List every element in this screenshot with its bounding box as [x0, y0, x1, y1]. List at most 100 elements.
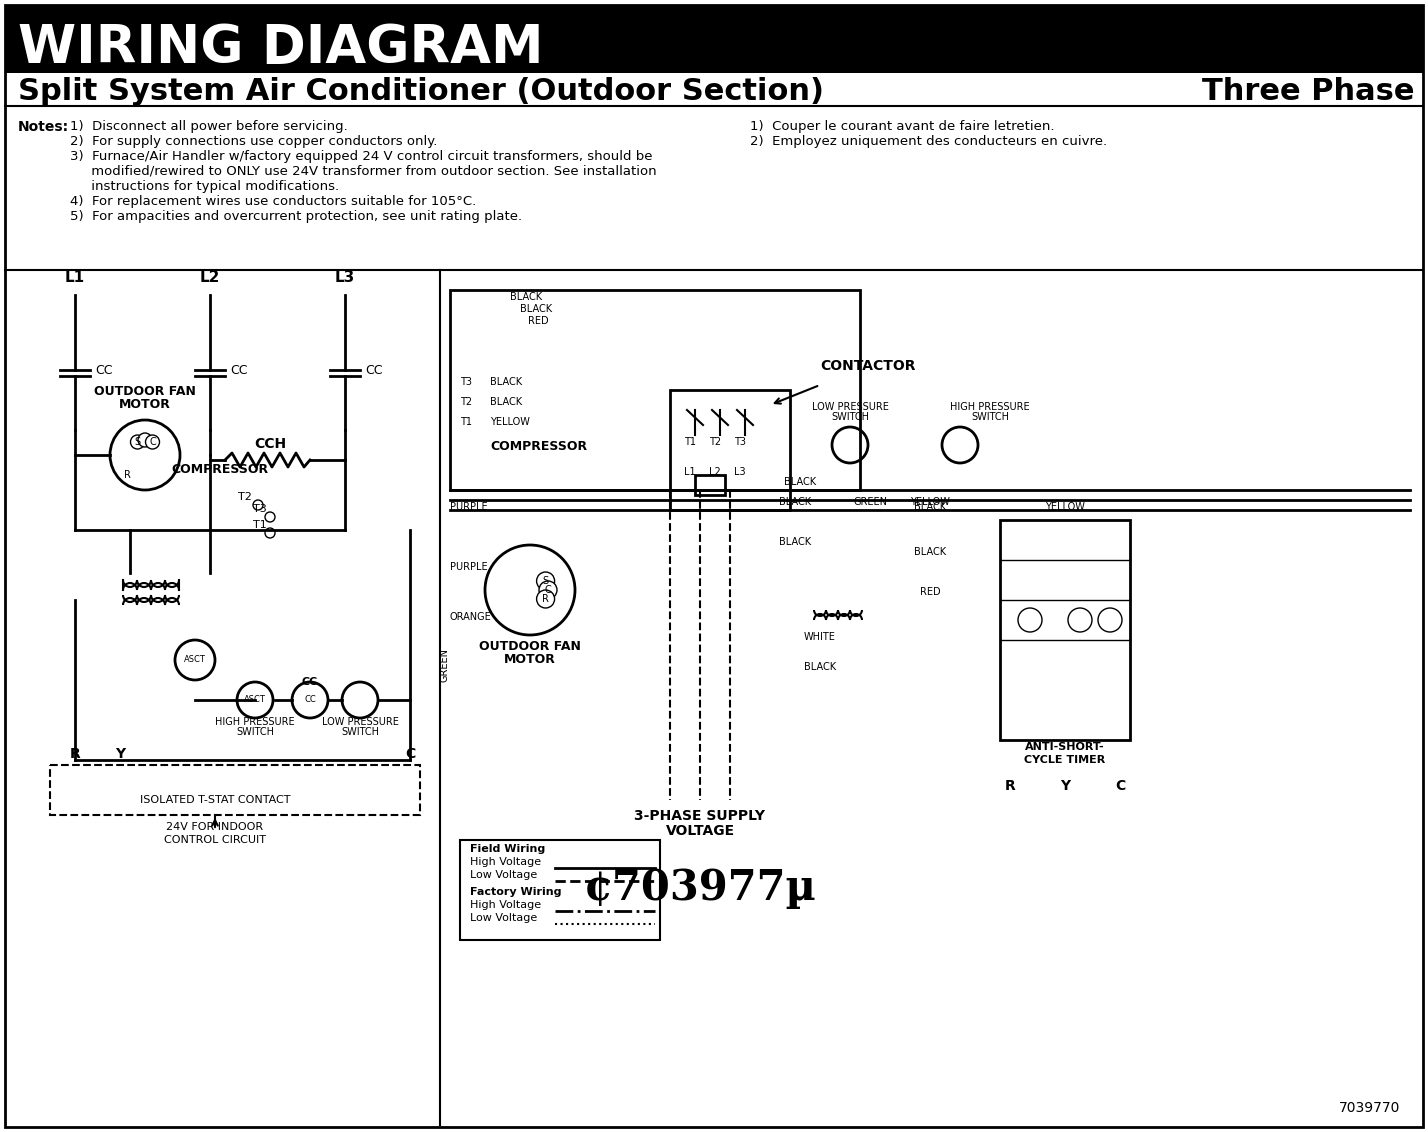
Text: T3: T3 — [734, 437, 745, 447]
Text: 7039770: 7039770 — [1338, 1101, 1399, 1115]
Text: YELLOW: YELLOW — [1045, 501, 1085, 512]
Text: YELLOW: YELLOW — [490, 417, 530, 427]
Text: 2)  Employez uniquement des conducteurs en cuivre.: 2) Employez uniquement des conducteurs e… — [750, 135, 1107, 148]
Text: OUTDOOR FAN: OUTDOOR FAN — [478, 640, 581, 653]
Text: L1: L1 — [684, 468, 695, 477]
Text: L2: L2 — [710, 468, 721, 477]
Text: CONTROL CIRCUIT: CONTROL CIRCUIT — [164, 835, 266, 844]
Text: Low Voltage: Low Voltage — [470, 914, 537, 923]
Text: YELLOW: YELLOW — [910, 497, 950, 507]
Text: L3: L3 — [336, 271, 356, 285]
Text: R: R — [70, 747, 80, 761]
Text: CYCLE TIMER: CYCLE TIMER — [1024, 755, 1105, 765]
Text: RED: RED — [920, 588, 940, 597]
Text: BLACK: BLACK — [490, 377, 523, 387]
Bar — [670, 391, 790, 511]
Text: MOTOR: MOTOR — [504, 653, 555, 666]
Text: High Voltage: High Voltage — [470, 857, 541, 867]
Text: SWITCH: SWITCH — [236, 727, 274, 737]
Bar — [50, 765, 420, 815]
Circle shape — [537, 572, 554, 590]
Text: R: R — [543, 594, 548, 604]
Text: ISOLATED T-STAT CONTACT: ISOLATED T-STAT CONTACT — [140, 795, 290, 805]
Circle shape — [266, 528, 276, 538]
Text: L3: L3 — [734, 468, 745, 477]
Text: CC: CC — [301, 677, 318, 687]
Text: R: R — [124, 470, 130, 480]
Text: WHITE: WHITE — [804, 632, 835, 642]
Text: L2: L2 — [200, 271, 220, 285]
Text: 1)  Disconnect all power before servicing.: 1) Disconnect all power before servicing… — [70, 120, 348, 132]
Bar — [1000, 520, 1130, 740]
Circle shape — [130, 435, 144, 449]
Text: ANTI-SHORT-: ANTI-SHORT- — [1025, 741, 1105, 752]
Text: COMPRESSOR: COMPRESSOR — [490, 440, 587, 453]
Text: C: C — [544, 585, 551, 595]
Text: Y: Y — [1060, 779, 1070, 794]
Text: HIGH PRESSURE: HIGH PRESSURE — [216, 717, 294, 727]
Text: VOLTAGE: VOLTAGE — [665, 824, 734, 838]
Text: GREEN: GREEN — [440, 648, 450, 681]
Bar — [460, 840, 660, 940]
Text: Y: Y — [114, 747, 126, 761]
Text: 3)  Furnace/Air Handler w/factory equipped 24 V control circuit transformers, sh: 3) Furnace/Air Handler w/factory equippe… — [70, 151, 653, 163]
Text: instructions for typical modifications.: instructions for typical modifications. — [70, 180, 338, 192]
Text: modified/rewired to ONLY use 24V transformer from outdoor section. See installat: modified/rewired to ONLY use 24V transfo… — [70, 165, 657, 178]
Text: C: C — [149, 437, 156, 447]
Text: CCH: CCH — [254, 437, 286, 451]
Text: T1: T1 — [684, 437, 695, 447]
Text: BLACK: BLACK — [784, 477, 815, 487]
Text: C: C — [406, 747, 416, 761]
Text: Three Phase: Three Phase — [1202, 77, 1415, 105]
Text: PURPLE: PURPLE — [450, 561, 487, 572]
Text: Field Wiring: Field Wiring — [470, 844, 545, 854]
Text: T2: T2 — [708, 437, 721, 447]
Text: ORANGE: ORANGE — [450, 612, 491, 621]
Bar — [6, 5, 1422, 72]
Text: BLACK: BLACK — [914, 501, 947, 512]
Text: CC: CC — [230, 365, 247, 377]
Text: R: R — [1005, 779, 1015, 794]
Text: ASCT: ASCT — [244, 695, 266, 704]
Text: BLACK: BLACK — [778, 537, 811, 547]
Bar — [695, 475, 725, 495]
Text: RED: RED — [528, 316, 548, 326]
Text: COMPRESSOR: COMPRESSOR — [171, 463, 268, 475]
Text: 3-PHASE SUPPLY: 3-PHASE SUPPLY — [634, 809, 765, 823]
Circle shape — [139, 434, 151, 447]
Text: T1: T1 — [460, 417, 473, 427]
Text: BLACK: BLACK — [520, 305, 553, 314]
Text: S: S — [134, 437, 140, 447]
Text: SWITCH: SWITCH — [971, 412, 1010, 422]
Text: L1: L1 — [64, 271, 86, 285]
Text: T2: T2 — [238, 492, 251, 501]
Text: BLACK: BLACK — [804, 662, 835, 672]
Text: T3: T3 — [460, 377, 473, 387]
Text: ASCT: ASCT — [184, 655, 206, 664]
Text: T1: T1 — [253, 520, 267, 530]
Text: CONTACTOR: CONTACTOR — [820, 359, 915, 374]
Text: BLACK: BLACK — [510, 292, 543, 302]
Text: Low Voltage: Low Voltage — [470, 871, 537, 880]
Text: High Voltage: High Voltage — [470, 900, 541, 910]
Text: CC: CC — [304, 695, 316, 704]
Text: OUTDOOR FAN: OUTDOOR FAN — [94, 385, 196, 398]
Text: 1)  Couper le courant avant de faire letretien.: 1) Couper le courant avant de faire letr… — [750, 120, 1054, 132]
Text: WIRING DIAGRAM: WIRING DIAGRAM — [19, 22, 544, 74]
Text: Split System Air Conditioner (Outdoor Section): Split System Air Conditioner (Outdoor Se… — [19, 77, 824, 105]
Text: T3: T3 — [253, 504, 267, 514]
Bar — [450, 290, 860, 490]
Circle shape — [253, 500, 263, 511]
Text: LOW PRESSURE: LOW PRESSURE — [321, 717, 398, 727]
Text: Notes:: Notes: — [19, 120, 69, 134]
Circle shape — [538, 581, 557, 599]
Text: BLACK: BLACK — [914, 547, 947, 557]
Text: CC: CC — [96, 365, 113, 377]
Text: CC: CC — [366, 365, 383, 377]
Text: SWITCH: SWITCH — [831, 412, 870, 422]
Text: BLACK: BLACK — [490, 397, 523, 408]
Circle shape — [146, 435, 160, 449]
Text: LOW PRESSURE: LOW PRESSURE — [811, 402, 888, 412]
Text: SWITCH: SWITCH — [341, 727, 378, 737]
Text: 2)  For supply connections use copper conductors only.: 2) For supply connections use copper con… — [70, 135, 437, 148]
